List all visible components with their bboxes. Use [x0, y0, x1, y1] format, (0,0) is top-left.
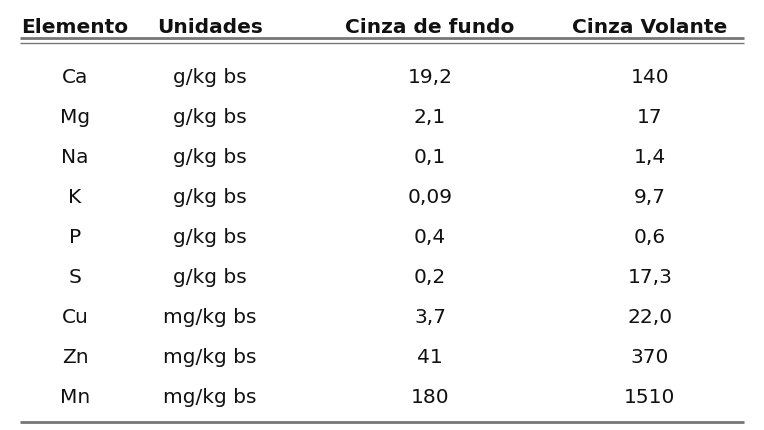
Text: Ca: Ca: [62, 68, 88, 87]
Text: g/kg bs: g/kg bs: [173, 228, 247, 247]
Text: Cinza de fundo: Cinza de fundo: [345, 18, 515, 37]
Text: 0,4: 0,4: [414, 228, 446, 247]
Text: g/kg bs: g/kg bs: [173, 188, 247, 207]
Text: 22,0: 22,0: [627, 308, 672, 327]
Text: 1,4: 1,4: [634, 148, 666, 167]
Text: 180: 180: [411, 388, 449, 407]
Text: 0,09: 0,09: [407, 188, 452, 207]
Text: 370: 370: [631, 348, 669, 367]
Text: g/kg bs: g/kg bs: [173, 268, 247, 287]
Text: g/kg bs: g/kg bs: [173, 108, 247, 127]
Text: Mg: Mg: [60, 108, 90, 127]
Text: Zn: Zn: [62, 348, 89, 367]
Text: Cu: Cu: [62, 308, 89, 327]
Text: 140: 140: [631, 68, 669, 87]
Text: S: S: [69, 268, 82, 287]
Text: Unidades: Unidades: [157, 18, 263, 37]
Text: 9,7: 9,7: [634, 188, 666, 207]
Text: mg/kg bs: mg/kg bs: [163, 388, 257, 407]
Text: mg/kg bs: mg/kg bs: [163, 348, 257, 367]
Text: Elemento: Elemento: [21, 18, 128, 37]
Text: 17: 17: [637, 108, 663, 127]
Text: 1510: 1510: [624, 388, 675, 407]
Text: Cinza Volante: Cinza Volante: [572, 18, 727, 37]
Text: Mn: Mn: [60, 388, 90, 407]
Text: mg/kg bs: mg/kg bs: [163, 308, 257, 327]
Text: Na: Na: [61, 148, 89, 167]
Text: 0,6: 0,6: [634, 228, 666, 247]
Text: g/kg bs: g/kg bs: [173, 68, 247, 87]
Text: K: K: [68, 188, 82, 207]
Text: 3,7: 3,7: [414, 308, 446, 327]
Text: P: P: [69, 228, 81, 247]
Text: 17,3: 17,3: [627, 268, 672, 287]
Text: 41: 41: [417, 348, 443, 367]
Text: 19,2: 19,2: [407, 68, 452, 87]
Text: g/kg bs: g/kg bs: [173, 148, 247, 167]
Text: 0,2: 0,2: [414, 268, 446, 287]
Text: 2,1: 2,1: [414, 108, 446, 127]
Text: 0,1: 0,1: [414, 148, 446, 167]
